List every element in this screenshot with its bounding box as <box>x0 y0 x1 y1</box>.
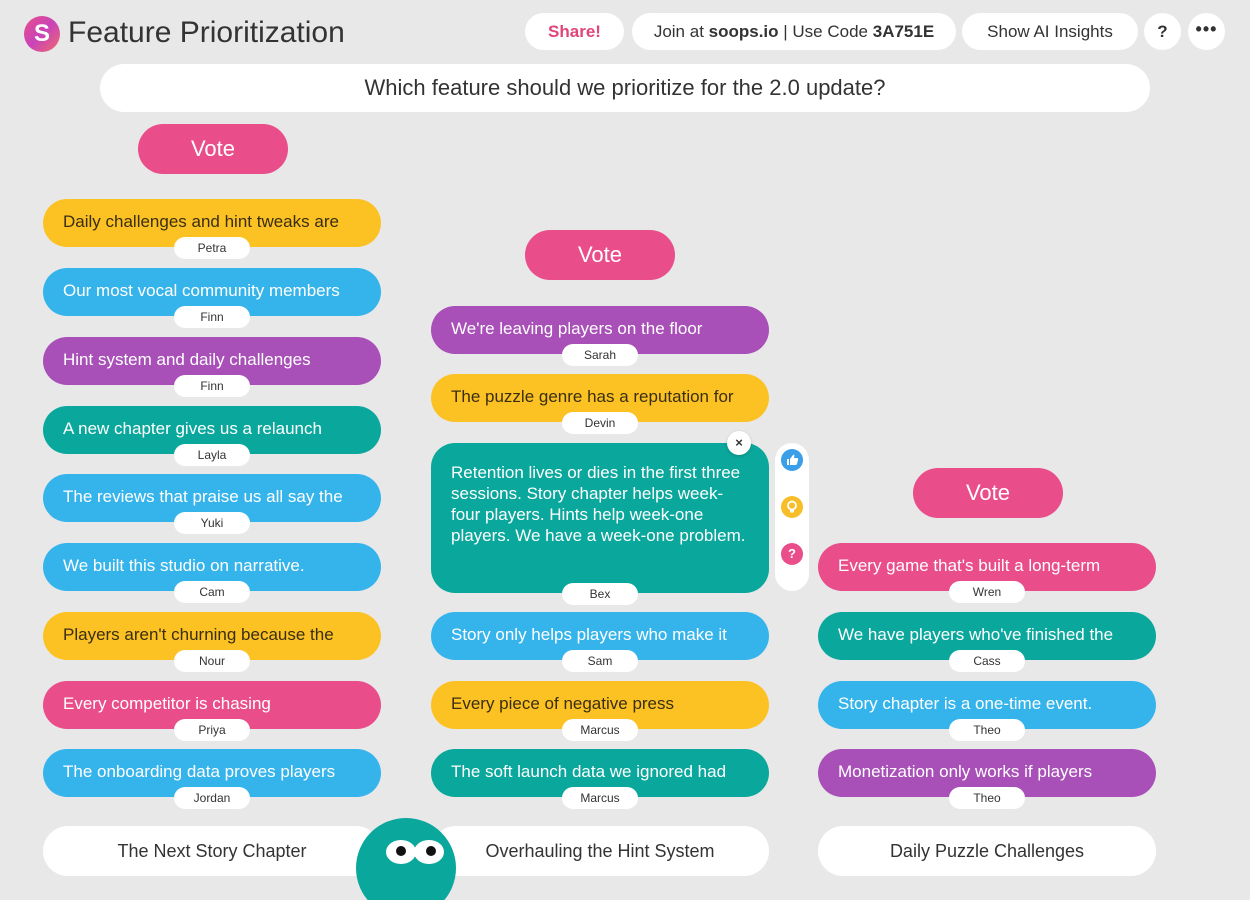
help-button[interactable]: ? <box>1144 13 1181 50</box>
response-card[interactable]: Every piece of negative press Marcus <box>431 681 769 741</box>
column-name-1: The Next Story Chapter <box>43 826 381 876</box>
card-text: Story chapter is a one-time event. <box>838 694 1093 713</box>
response-card[interactable]: We built this studio on narrative. Cam <box>43 543 381 603</box>
card-author: Marcus <box>562 719 638 741</box>
card-author: Finn <box>174 306 250 328</box>
join-middle: | Use Code <box>778 22 873 41</box>
card-text: We have players who've finished the <box>838 625 1114 644</box>
card-text: The onboarding data proves players <box>63 762 336 781</box>
join-code-button[interactable]: Join at soops.io | Use Code 3A751E <box>632 13 956 50</box>
card-text: The puzzle genre has a reputation for <box>451 387 734 406</box>
question-icon[interactable]: ? <box>781 543 803 565</box>
response-card-expanded[interactable]: Retention lives or dies in the first thr… <box>431 431 769 605</box>
mascot-avatar[interactable] <box>356 818 456 900</box>
card-text: Daily challenges and hint tweaks are <box>63 212 339 231</box>
app-logo: S <box>24 16 60 52</box>
more-options-button[interactable]: ••• <box>1188 13 1225 50</box>
card-author: Wren <box>949 581 1025 603</box>
card-author: Finn <box>174 375 250 397</box>
card-author: Marcus <box>562 787 638 809</box>
card-text: Our most vocal community members <box>63 281 340 300</box>
card-author: Petra <box>174 237 250 259</box>
vote-button-col-2[interactable]: Vote <box>525 230 675 280</box>
card-text: Players aren't churning because the <box>63 625 334 644</box>
response-card[interactable]: Every competitor is chasing Priya <box>43 681 381 741</box>
response-card[interactable]: Our most vocal community members Finn <box>43 268 381 328</box>
response-card[interactable]: The puzzle genre has a reputation for Dev… <box>431 374 769 434</box>
vote-button-col-3[interactable]: Vote <box>913 468 1063 518</box>
card-text: Retention lives or dies in the first thr… <box>451 463 746 545</box>
card-text: Monetization only works if players <box>838 762 1093 781</box>
card-text: Every competitor is chasing <box>63 694 271 713</box>
column-name-2: Overhauling the Hint System <box>431 826 769 876</box>
card-author: Theo <box>949 719 1025 741</box>
card-text: Story only helps players who make it <box>451 625 727 644</box>
response-card[interactable]: The soft launch data we ignored had Marcu… <box>431 749 769 809</box>
card-author: Jordan <box>174 787 250 809</box>
card-text: Every game that's built a long-term <box>838 556 1101 575</box>
page-title: Feature Prioritization <box>68 16 345 49</box>
lightbulb-icon[interactable] <box>781 496 803 518</box>
close-icon[interactable]: × <box>727 431 751 455</box>
question-banner: Which feature should we prioritize for t… <box>100 64 1150 112</box>
column-name-3: Daily Puzzle Challenges <box>818 826 1156 876</box>
vote-button-col-1[interactable]: Vote <box>138 124 288 174</box>
card-author: Theo <box>949 787 1025 809</box>
card-text: Hint system and daily challenges <box>63 350 311 369</box>
share-button[interactable]: Share! <box>525 13 624 50</box>
card-author: Yuki <box>174 512 250 534</box>
card-author: Cam <box>174 581 250 603</box>
card-text: We're leaving players on the floor <box>451 319 703 338</box>
response-card[interactable]: Story only helps players who make it Sam <box>431 612 769 672</box>
mascot-eye <box>414 840 444 864</box>
card-actions-rail: ? <box>775 443 809 591</box>
show-ai-insights-button[interactable]: Show AI Insights <box>962 13 1138 50</box>
response-card[interactable]: Story chapter is a one-time event. Theo <box>818 681 1156 741</box>
response-card[interactable]: A new chapter gives us a relaunch Layla <box>43 406 381 466</box>
response-card[interactable]: Daily challenges and hint tweaks are Petr… <box>43 199 381 259</box>
card-text: The reviews that praise us all say the <box>63 487 343 506</box>
card-text: The soft launch data we ignored had <box>451 762 727 781</box>
card-text: A new chapter gives us a relaunch <box>63 419 322 438</box>
join-site: soops.io <box>708 22 779 41</box>
card-author: Bex <box>562 583 638 605</box>
card-author: Nour <box>174 650 250 672</box>
response-card[interactable]: Every game that's built a long-term Wren <box>818 543 1156 603</box>
response-card[interactable]: The reviews that praise us all say the Yu… <box>43 474 381 534</box>
response-card[interactable]: Monetization only works if players Theo <box>818 749 1156 809</box>
card-text: Every piece of negative press <box>451 694 675 713</box>
card-author: Priya <box>174 719 250 741</box>
response-card[interactable]: The onboarding data proves players Jordan <box>43 749 381 809</box>
mascot-eye <box>386 840 416 864</box>
card-author: Sam <box>562 650 638 672</box>
response-card[interactable]: Players aren't churning because the Nour <box>43 612 381 672</box>
thumbs-up-icon[interactable] <box>781 449 803 471</box>
response-card[interactable]: We have players who've finished the Cass <box>818 612 1156 672</box>
card-text: We built this studio on narrative. <box>63 556 305 575</box>
card-author: Layla <box>174 444 250 466</box>
response-card[interactable]: Hint system and daily challenges Finn <box>43 337 381 397</box>
card-author: Sarah <box>562 344 638 366</box>
card-author: Cass <box>949 650 1025 672</box>
card-author: Devin <box>562 412 638 434</box>
join-prefix: Join at <box>653 22 709 41</box>
response-card[interactable]: We're leaving players on the floor Sarah <box>431 306 769 366</box>
join-code: 3A751E <box>872 22 935 41</box>
